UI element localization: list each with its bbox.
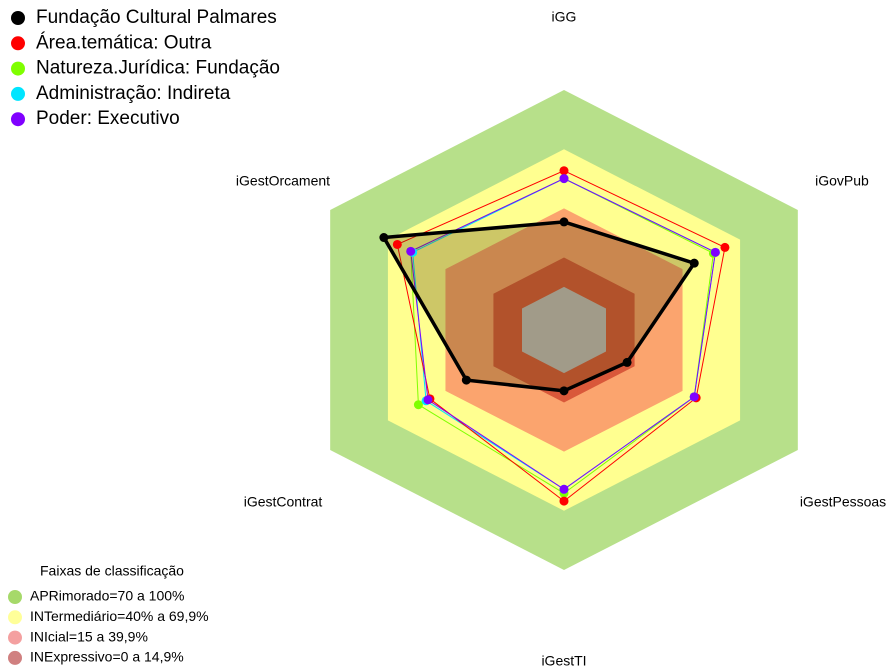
band-legend-marker (8, 590, 22, 604)
legend-marker (11, 112, 25, 127)
data-point (461, 375, 471, 385)
data-point (689, 258, 699, 268)
band-legend-marker (8, 650, 22, 665)
bands-title: Faixas de classificação (40, 563, 184, 579)
legend-marker (11, 61, 25, 76)
data-point (559, 386, 569, 396)
axis-label: iGestTI (541, 653, 586, 669)
data-point (622, 357, 632, 367)
data-point (559, 496, 569, 506)
legend-label: Poder: Executivo (36, 108, 180, 129)
data-point (559, 484, 569, 494)
band-legend-marker (8, 630, 22, 645)
data-point (559, 217, 569, 227)
data-point (379, 233, 389, 243)
axis-label: iGestContrat (244, 494, 323, 510)
data-point (559, 174, 569, 184)
data-point (689, 392, 699, 402)
data-point (406, 246, 416, 256)
band-legend-marker (8, 610, 22, 625)
legend-label: Fundação Cultural Palmares (36, 7, 277, 28)
data-point (423, 395, 433, 405)
band-legend-label: APRimorado=70 a 100% (30, 588, 185, 604)
data-point (710, 247, 720, 257)
axis-label: iGestPessoas (800, 494, 886, 510)
band-legend-label: INTermediário=40% a 69,9% (30, 608, 209, 624)
data-point (559, 166, 569, 176)
legend-marker (11, 36, 25, 51)
axis-label: iGestOrcament (236, 173, 330, 189)
data-point (392, 239, 402, 249)
center (521, 286, 607, 374)
legend-label: Área.temática: Outra (36, 32, 212, 53)
axis-label: iGovPub (815, 173, 869, 189)
legend-label: Natureza.Jurídica: Fundação (36, 58, 280, 79)
band-legend-label: INExpressivo=0 a 14,9% (30, 649, 184, 665)
axis-label: iGG (552, 9, 577, 25)
legend-marker (11, 11, 25, 25)
data-point (413, 400, 423, 410)
data-point (720, 242, 730, 252)
legend-marker (11, 86, 25, 101)
band-legend-label: INIcial=15 a 39,9% (30, 628, 148, 644)
legend-label: Administração: Indireta (36, 83, 231, 104)
